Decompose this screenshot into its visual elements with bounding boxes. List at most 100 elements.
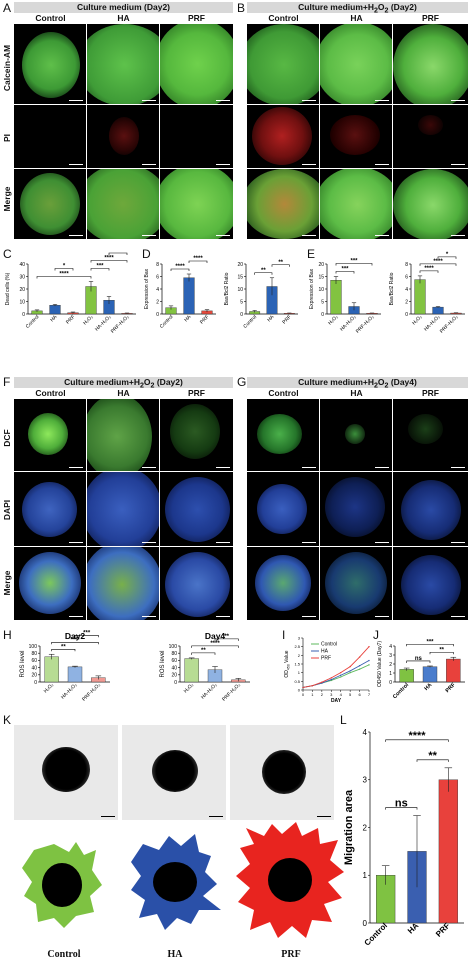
chart-bax-bcl2-ratio: 0 5 10 15 20 Bax/Bcl2 Ratio Control HA PRF ** ** xyxy=(224,260,298,330)
y-tick-label: 20 xyxy=(237,262,243,268)
y-tick-label: 8 xyxy=(405,262,408,268)
micrograph xyxy=(247,547,319,620)
significance-bracket xyxy=(74,634,99,638)
significance-label: ** xyxy=(278,260,283,266)
y-tick-label: 100 xyxy=(29,644,38,650)
category-label: H₂O₂ xyxy=(327,314,339,326)
y-tick-label: 4 xyxy=(156,287,159,293)
bar xyxy=(67,666,83,683)
y-tick-label: 0 xyxy=(156,312,159,318)
x-tick-label: 1 xyxy=(311,692,314,697)
y-axis-label: OD450 Value xyxy=(284,650,291,677)
data-point xyxy=(368,664,370,666)
significance-label: ** xyxy=(224,634,229,640)
micrograph xyxy=(247,399,319,471)
y-tick-label: 100 xyxy=(169,644,178,650)
significance-bracket xyxy=(170,268,190,271)
x-tick-label: 2 xyxy=(321,692,324,697)
y-tick-label: 10 xyxy=(318,287,324,293)
y-axis-label: Migration area xyxy=(343,789,355,865)
y-tick-label: 5 xyxy=(240,299,243,305)
panel-G-title: Culture medium+H2O2 (Day4) xyxy=(247,377,468,390)
y-tick-label: 0 xyxy=(321,312,324,318)
panel-B-title: Culture medium+H2O2 (Day2) xyxy=(247,2,468,15)
y-tick-label: 2 xyxy=(405,299,408,305)
y-tick-label: 0 xyxy=(405,312,408,318)
y-tick-label: 15 xyxy=(318,274,324,280)
significance-bracket xyxy=(416,759,449,762)
category-label: HA xyxy=(424,682,434,692)
chart-bax-expression: 0 2 4 6 8 Expression of Bax Control HA PRF **** **… xyxy=(144,256,216,330)
significance-bracket xyxy=(271,264,290,267)
y-axis-label-sub: 450 xyxy=(287,664,291,670)
significance-label: * xyxy=(446,252,449,258)
migration-outline-ha xyxy=(131,834,221,930)
micrograph xyxy=(320,399,392,471)
panel-letter-F: F xyxy=(3,375,11,389)
micrograph xyxy=(160,169,233,239)
x-tick-label: 5 xyxy=(349,692,352,697)
significance-label: ns xyxy=(395,798,408,810)
micrograph xyxy=(393,399,468,471)
significance-bracket xyxy=(385,807,418,810)
micrograph xyxy=(87,105,159,168)
significance-label: **** xyxy=(175,264,185,270)
micrograph xyxy=(14,105,86,168)
significance-bracket xyxy=(437,256,457,259)
y-tick-label: 0 xyxy=(174,680,177,686)
significance-bracket xyxy=(254,272,273,275)
significance-label: *** xyxy=(426,639,434,645)
y-tick-label: 3 xyxy=(389,653,392,659)
col-label-ha: HA xyxy=(117,13,130,23)
y-tick-label: 60 xyxy=(171,658,177,664)
category-label: PRF-H₂O₂ xyxy=(355,314,376,335)
significance-bracket xyxy=(429,651,454,655)
micrograph xyxy=(87,24,159,104)
significance-label: ** xyxy=(261,268,266,274)
data-point xyxy=(330,678,332,681)
micrograph xyxy=(14,547,86,620)
data-point xyxy=(349,671,351,674)
significance-label: ** xyxy=(439,647,444,653)
significance-bracket xyxy=(191,652,216,655)
bar xyxy=(438,779,458,924)
bar xyxy=(44,656,59,683)
significance-bracket xyxy=(406,660,431,663)
bar xyxy=(184,658,199,683)
panel-letter-A: A xyxy=(3,1,12,15)
col-label-control: Control xyxy=(268,388,299,398)
panel-letter-I: I xyxy=(282,628,286,642)
col-label-prf: PRF xyxy=(422,388,439,398)
data-point xyxy=(340,671,342,674)
significance-label: ** xyxy=(61,644,66,650)
brightfield-image xyxy=(122,725,226,820)
micrograph xyxy=(160,472,233,546)
category-label: H₂O₂ xyxy=(82,314,94,326)
micrograph xyxy=(320,24,392,104)
data-point xyxy=(311,684,314,687)
y-tick-label: 20 xyxy=(31,673,37,679)
micrograph xyxy=(14,399,86,471)
data-point xyxy=(340,674,342,676)
y-tick-label: 3 xyxy=(298,636,301,641)
significance-bracket xyxy=(36,276,92,279)
row-label-calcein: Calcein-AM xyxy=(2,44,12,92)
significance-label: **** xyxy=(433,259,443,265)
col-label-prf: PRF xyxy=(188,13,205,23)
legend-label: PRF xyxy=(321,656,331,662)
y-axis-label: Expression of Bax xyxy=(309,268,315,309)
micrograph xyxy=(14,24,86,104)
y-tick-label: 10 xyxy=(237,287,243,293)
data-point xyxy=(349,665,351,668)
caption-prf: PRF xyxy=(281,949,301,960)
category-label: PRF-H₂O₂ xyxy=(81,682,102,703)
panel-letter-K: K xyxy=(3,713,12,727)
series-line xyxy=(302,660,370,688)
category-label: PRF xyxy=(65,314,76,325)
y-tick-label: 2 xyxy=(363,823,368,832)
significance-bracket xyxy=(214,638,239,641)
spheroid-core xyxy=(153,862,197,902)
